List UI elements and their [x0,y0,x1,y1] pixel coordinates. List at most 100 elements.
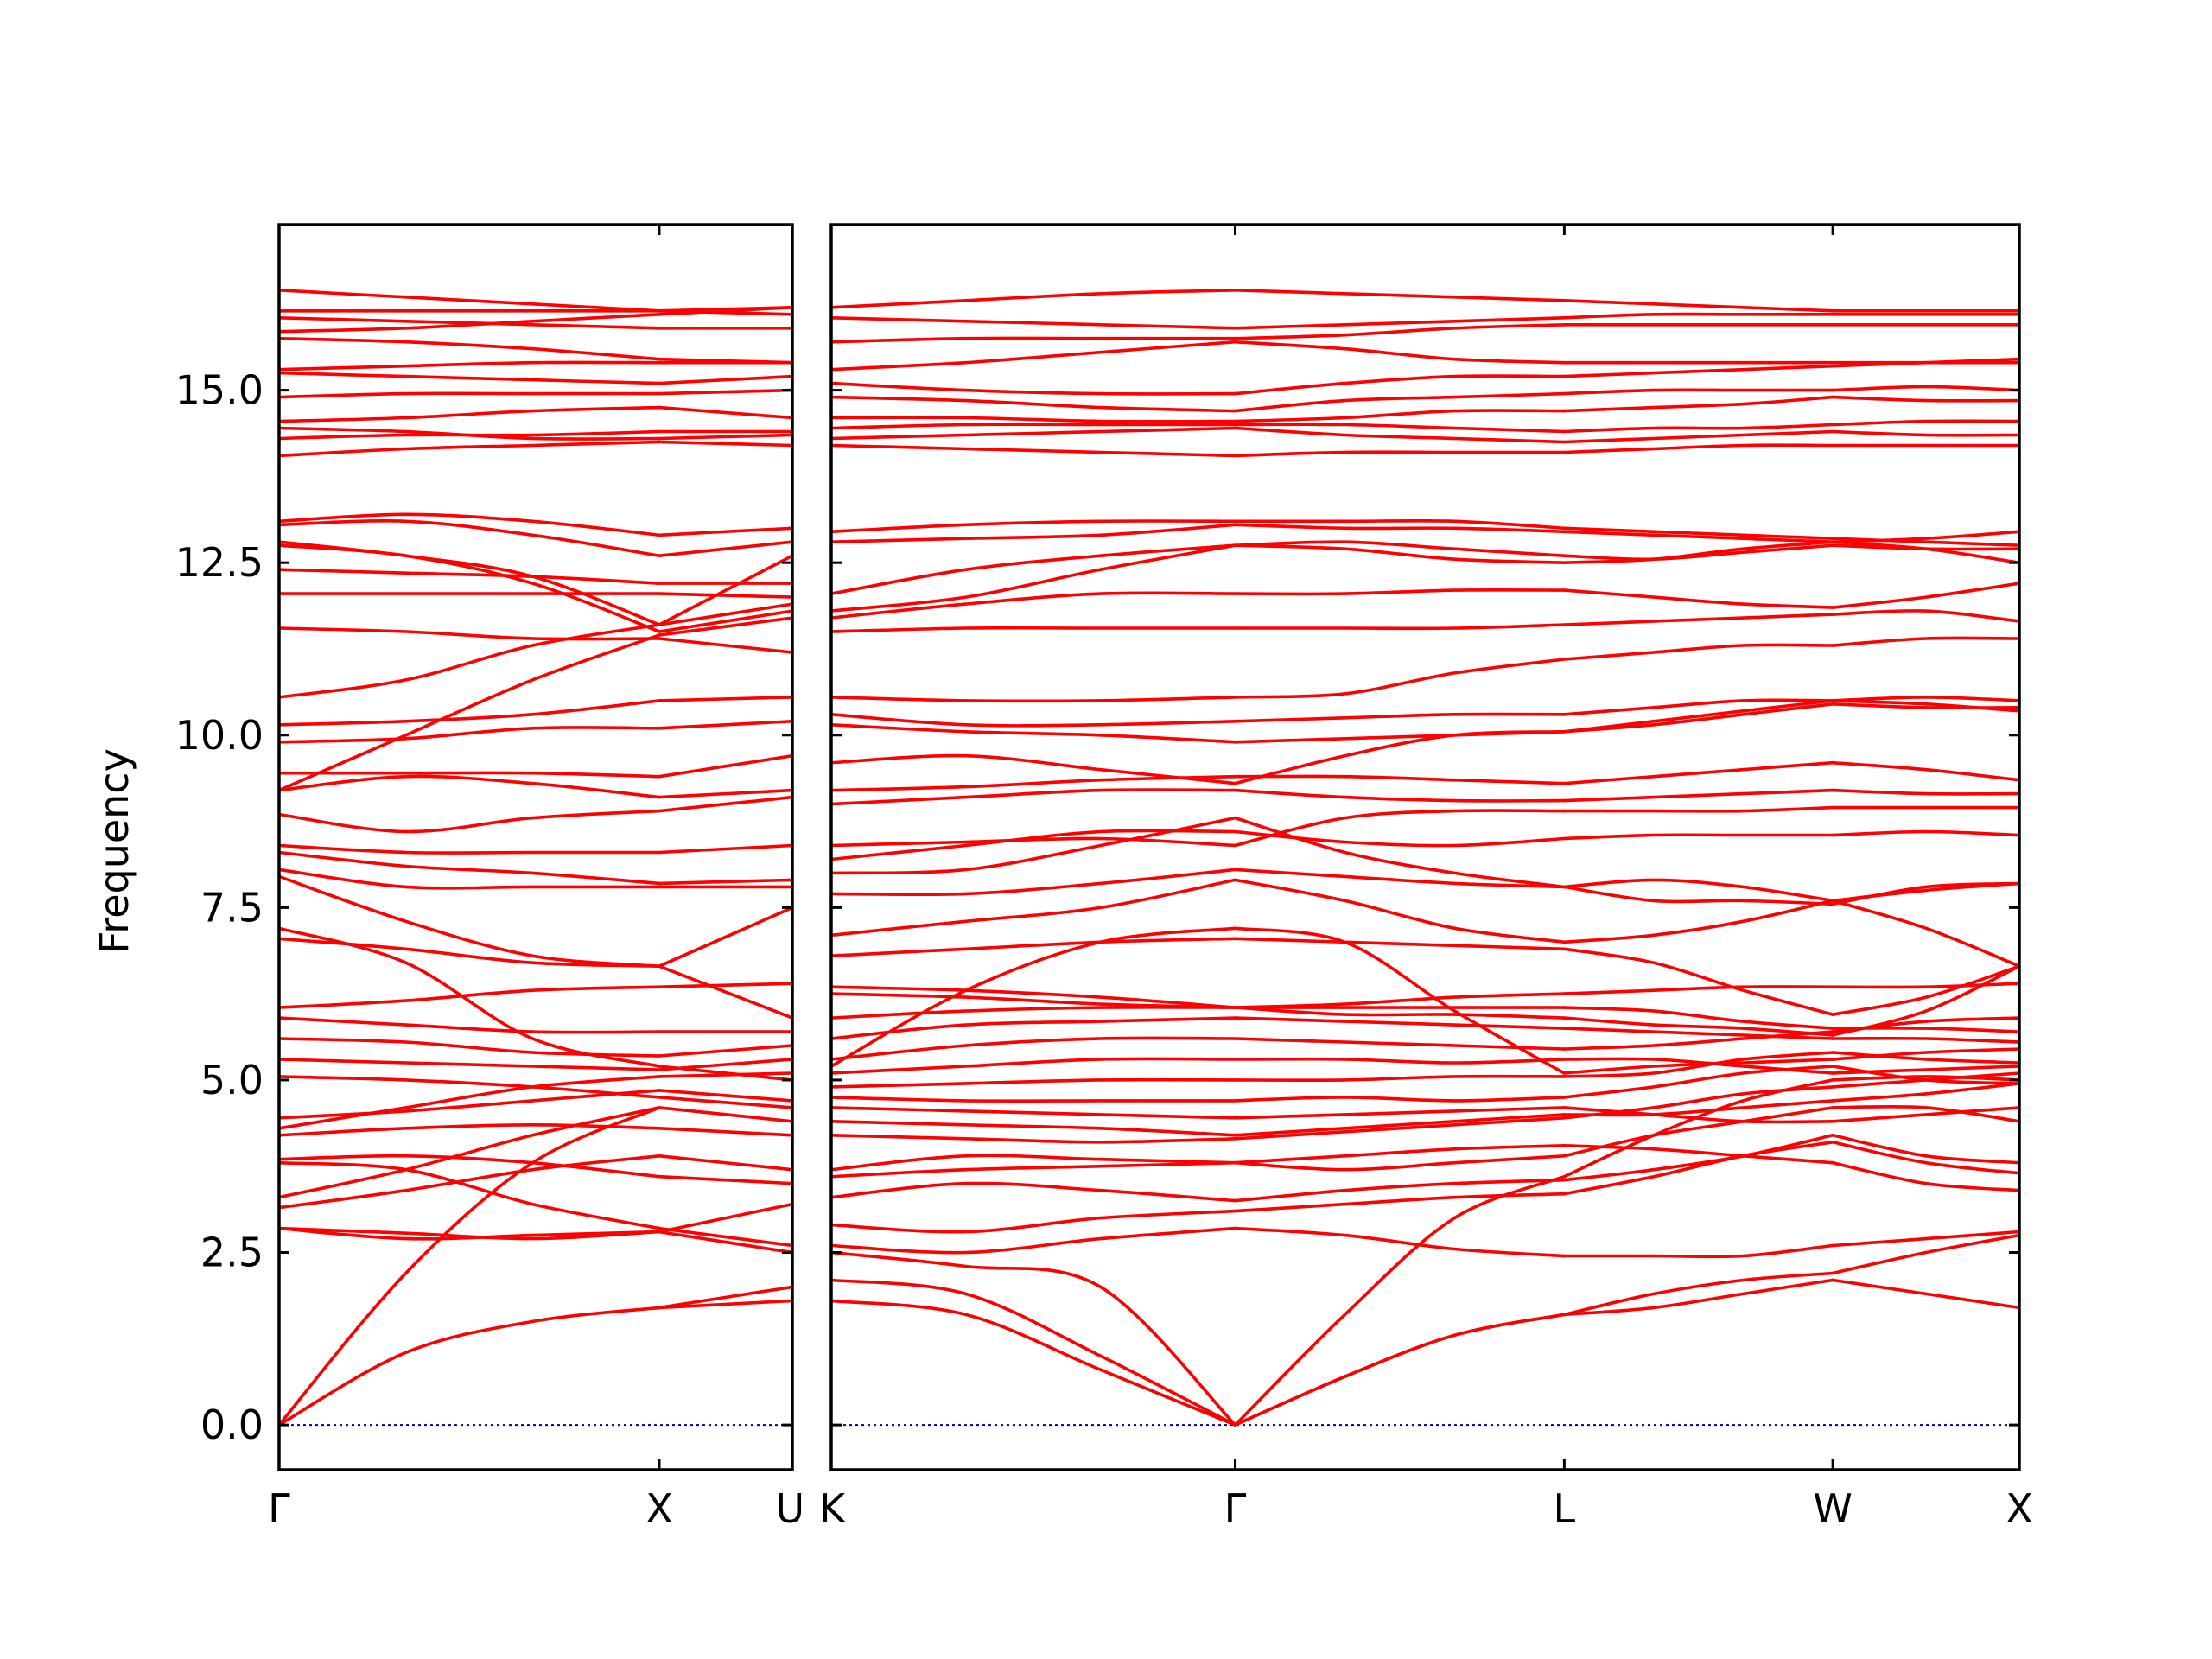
band-line [1831,1047,2019,1061]
band-line [658,592,792,599]
band-line [658,795,792,813]
band-line [1831,696,2019,702]
band-line [279,1106,661,1199]
band-line [831,1209,1237,1234]
band-line [1831,964,2019,1037]
band-line [831,1077,1237,1089]
band-line [1233,809,1567,848]
y-tick-label: 2.5 [200,1230,264,1276]
band-line [658,1089,792,1103]
band-line [831,992,1237,1009]
band-line [1562,1141,1834,1196]
band-line [279,850,661,886]
band-line [1562,1027,1834,1040]
band-line [1562,985,1834,995]
band-line [831,985,1237,1009]
band-line [831,423,1237,430]
band-line [279,937,661,968]
band-line [1233,391,1567,413]
band-line [831,713,1237,728]
band-line [279,1123,661,1137]
band-line [1831,1065,2019,1075]
band-line [1562,1243,1834,1259]
band-line [1831,395,2019,403]
band-line [1831,1134,2019,1165]
band-line [1233,316,1567,330]
band-line [1562,540,1834,564]
plot-frame [277,223,794,1471]
band-line [658,1071,792,1078]
band-line [279,512,661,537]
band-line [831,868,1237,897]
band-line [658,1226,792,1248]
band-line [1831,429,2019,437]
band-line [1233,1154,1567,1172]
band-line [279,1016,661,1034]
x-tick-label: Γ [1224,1485,1247,1532]
band-line [658,602,792,626]
band-line [658,609,792,633]
band-line [1233,1057,1567,1065]
band-line [831,1181,1237,1203]
band-line [1233,1074,1567,1083]
band-line [279,391,661,399]
band-line [831,543,1237,613]
band-line [279,926,661,1068]
band-line [658,1174,792,1185]
band-line [1562,299,1834,313]
band-line [831,788,1237,806]
y-tick-label: 7.5 [200,884,264,931]
band-line [1562,1016,1834,1037]
band-line [1562,699,1834,734]
x-tick-label: X [2005,1485,2033,1532]
band-line [1562,702,1834,734]
band-line [831,381,1237,396]
band-line [279,771,661,779]
band-line [658,388,792,396]
band-line [831,523,1237,543]
x-tick-label: W [1813,1485,1852,1532]
y-tick-label: 15.0 [175,367,264,414]
band-line [831,1016,1237,1040]
band-line [658,788,792,799]
band-line [658,1285,792,1310]
band-line [1831,1051,2019,1065]
band-line [831,816,1237,875]
band-line [1233,1174,1567,1427]
band-line [1233,1226,1567,1258]
band-line [658,405,792,420]
plot-frame [830,223,2021,1471]
band-line [831,1250,1237,1427]
band-line [1233,788,1567,803]
band-line [1233,409,1567,423]
band-line [279,1154,661,1179]
band-line [1562,395,1834,413]
band-line [831,723,1237,744]
band-line [1562,1144,1834,1165]
band-line [279,1106,661,1427]
band-line [1831,788,2019,796]
band-line [658,843,792,855]
bands-right [831,289,2019,1427]
band-line [658,1058,792,1071]
band-line [658,526,792,537]
band-line [831,1057,1237,1075]
band-line [1831,1026,2019,1033]
band-line [1233,1116,1567,1141]
band-line [831,878,1237,938]
band-line [1233,1313,1567,1427]
band-line [658,1096,792,1109]
band-line [1562,1278,1834,1317]
band-line [831,519,1237,534]
band-line [831,336,1237,344]
x-tick-label: L [1554,1485,1576,1532]
band-line [279,985,661,1009]
band-line [658,306,792,313]
band-line [1562,613,1834,626]
band-line [1233,730,1567,744]
band-line [1233,712,1567,723]
band-line [1233,1006,1567,1020]
band-line [1233,878,1567,944]
y-tick-label: 0.0 [200,1402,264,1448]
band-line [1562,1106,1834,1124]
